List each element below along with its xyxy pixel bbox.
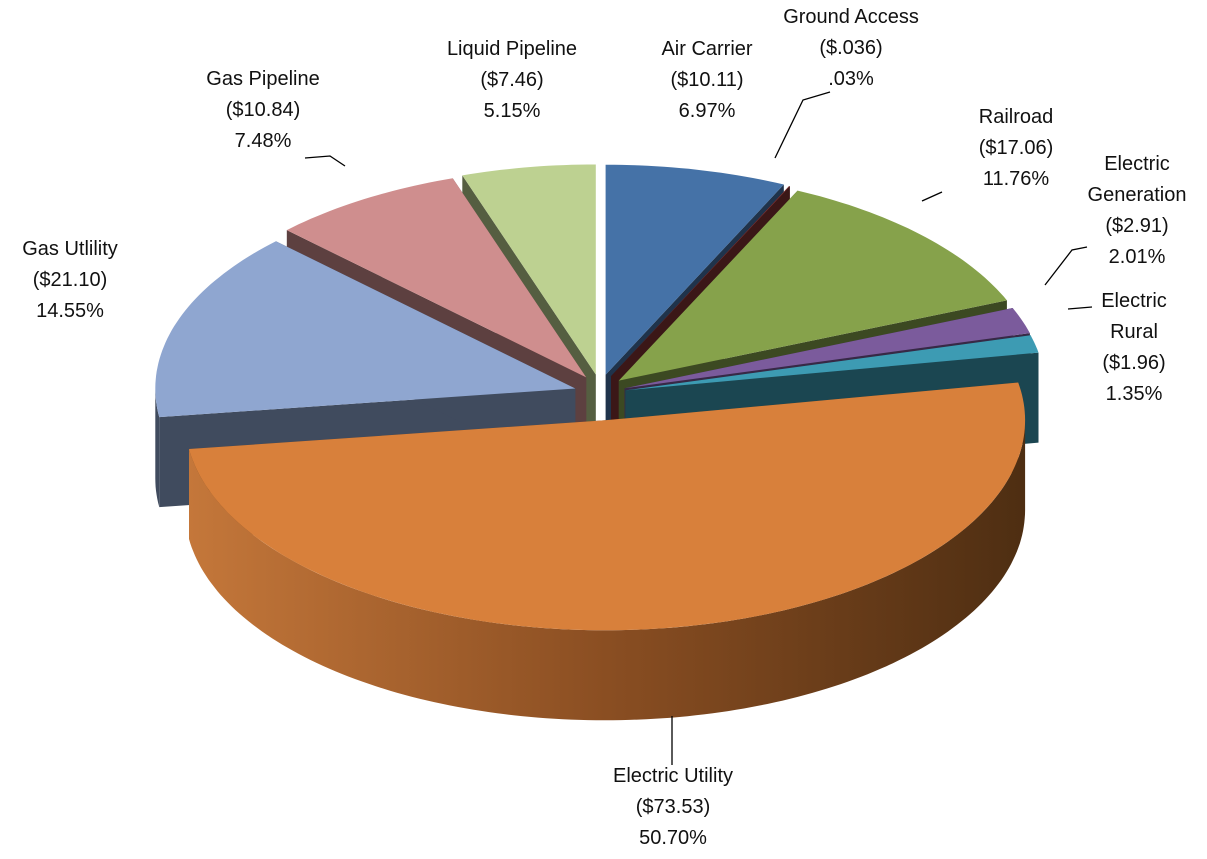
slice-label: Electric Rural ($1.96) 1.35% bbox=[1089, 286, 1179, 410]
label-amount: ($2.91) bbox=[1105, 215, 1169, 237]
slice bbox=[605, 164, 784, 375]
slice-wall bbox=[189, 420, 1026, 721]
slice bbox=[155, 241, 576, 418]
label-amount: ($10.11) bbox=[670, 69, 744, 91]
label-amount: ($21.10) bbox=[32, 269, 108, 291]
slice-label: Electric Utility ($73.53) 50.70% bbox=[573, 761, 773, 854]
label-name: Air Carrier bbox=[661, 38, 753, 60]
label-name: Gas Pipeline bbox=[206, 68, 320, 90]
label-name: Electric Generation bbox=[1087, 153, 1187, 206]
slice-label: Electric Generation ($2.91) 2.01% bbox=[1082, 149, 1192, 273]
label-amount: ($17.06) bbox=[978, 137, 1054, 159]
label-percent: 5.15% bbox=[483, 100, 541, 122]
label-amount: ($.036) bbox=[819, 37, 883, 59]
label-name: Ground Access bbox=[783, 6, 919, 28]
slice bbox=[286, 178, 587, 378]
label-percent: 14.55% bbox=[36, 300, 104, 322]
label-name: Electric Rural bbox=[1101, 290, 1167, 343]
label-name: Liquid Pipeline bbox=[446, 38, 578, 60]
slice bbox=[618, 190, 1007, 381]
leader-line bbox=[921, 191, 943, 202]
label-percent: .03% bbox=[828, 68, 874, 90]
label-name: Electric Utility bbox=[612, 765, 733, 787]
slice bbox=[462, 164, 596, 375]
label-amount: ($73.53) bbox=[635, 796, 711, 818]
leader-line bbox=[304, 155, 346, 167]
slice-label: Gas Pipeline ($10.84) 7.48% bbox=[188, 64, 338, 157]
leader-line bbox=[1067, 306, 1093, 310]
leader-line bbox=[1044, 246, 1088, 286]
label-percent: 1.35% bbox=[1105, 383, 1163, 405]
slice-label: Gas Utlility ($21.10) 14.55% bbox=[0, 234, 140, 327]
leader-line bbox=[774, 91, 831, 159]
slice bbox=[611, 186, 790, 377]
slices bbox=[155, 164, 1039, 721]
label-amount: ($10.84) bbox=[225, 99, 301, 121]
label-percent: 7.48% bbox=[234, 130, 292, 152]
slice bbox=[624, 308, 1030, 389]
label-percent: 11.76% bbox=[982, 168, 1050, 190]
label-amount: ($1.96) bbox=[1102, 352, 1166, 374]
label-name: Gas Utlility bbox=[22, 238, 118, 260]
slice-label: Air Carrier ($10.11) 6.97% bbox=[637, 34, 777, 127]
label-percent: 2.01% bbox=[1108, 246, 1166, 268]
slice-label: Ground Access ($.036) .03% bbox=[771, 2, 931, 95]
label-name: Railroad bbox=[978, 106, 1054, 128]
label-percent: 50.70% bbox=[639, 827, 707, 849]
slice-wall bbox=[155, 388, 160, 508]
slice bbox=[625, 335, 1039, 391]
label-percent: 6.97% bbox=[678, 100, 736, 122]
slice-label: Liquid Pipeline ($7.46) 5.15% bbox=[427, 34, 597, 127]
label-amount: ($7.46) bbox=[480, 69, 544, 91]
slice-label: Railroad ($17.06) 11.76% bbox=[946, 102, 1086, 195]
slice bbox=[189, 382, 1026, 631]
